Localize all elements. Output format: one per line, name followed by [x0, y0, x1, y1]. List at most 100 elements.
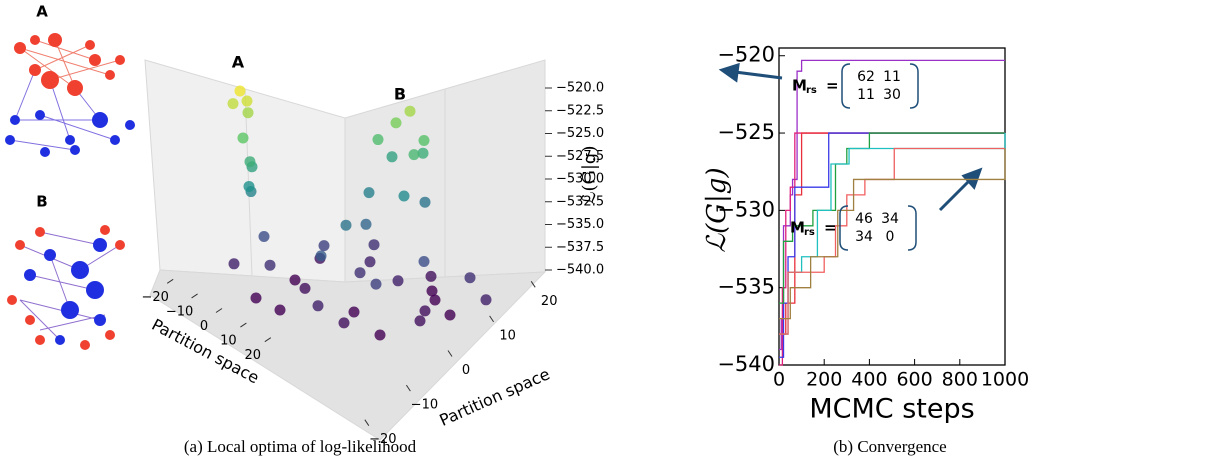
- matrix-entry: 62: [857, 69, 875, 85]
- annotation-label: M: [792, 77, 807, 95]
- scatter-point: [418, 135, 430, 146]
- x-tick-label: 400: [851, 369, 887, 391]
- scatter-point: [404, 105, 416, 117]
- x-tick-label: 0: [773, 369, 785, 391]
- x-axis-label: MCMC steps: [809, 394, 974, 425]
- x-tick: [240, 322, 247, 328]
- scatter-point: [398, 190, 410, 202]
- scatter-point: [372, 134, 384, 146]
- scatter-point: [318, 240, 330, 252]
- caption: (a) Local optima of log-likelihood: [184, 437, 417, 456]
- matrix-bracket: [841, 63, 919, 109]
- scatter-point: [340, 219, 352, 231]
- scatter-point: [480, 294, 492, 306]
- y-tick-label: −525: [717, 120, 775, 144]
- z-tick-label: −532.5: [556, 194, 604, 209]
- y-axis-label: Partition space: [437, 364, 553, 430]
- z-tick-label: −525.0: [556, 126, 604, 141]
- y-tick: [405, 384, 411, 392]
- scatter-point: [243, 180, 255, 192]
- scatter-point: [264, 259, 276, 271]
- z-tick-label: −535.0: [556, 217, 604, 232]
- x-tick: [264, 337, 272, 343]
- scatter-point: [370, 278, 382, 290]
- scatter-point: [444, 309, 456, 321]
- scatter-point: [408, 149, 420, 161]
- scatter-point: [338, 317, 350, 329]
- scatter-point: [363, 187, 375, 199]
- z-tick-label: −537.5: [556, 240, 604, 255]
- scatter-point: [250, 292, 262, 304]
- plot-frame: [778, 47, 1006, 366]
- scatter-point: [390, 117, 402, 129]
- scatter-point: [425, 270, 437, 282]
- scatter-point: [419, 196, 431, 208]
- matrix-bracket: [839, 205, 917, 251]
- scatter-point: [374, 329, 386, 341]
- z-tick-label: −527.5: [556, 149, 604, 164]
- matrix-entry: 46: [855, 211, 873, 227]
- scatter-point: [289, 274, 301, 286]
- matrix-entry: 11: [857, 87, 875, 103]
- x-tick-label: 20: [245, 348, 262, 363]
- scatter-point: [348, 306, 360, 318]
- scatter-point: [234, 85, 246, 97]
- diagram-label: B: [36, 193, 47, 211]
- x-tick-label: −20: [141, 290, 168, 305]
- scatter-point: [237, 132, 249, 144]
- scatter-point: [429, 294, 441, 306]
- annotation: B: [394, 85, 406, 104]
- scatter-point: [464, 272, 476, 284]
- y-tick-label: −10: [411, 398, 438, 413]
- series-line: [779, 148, 1006, 320]
- scatter-point: [299, 282, 311, 294]
- scatter-point: [418, 256, 430, 267]
- network-b: [7, 225, 125, 350]
- x-tick-label: 800: [942, 369, 978, 391]
- scatter-point: [414, 315, 426, 327]
- y-tick-label: 20: [541, 294, 558, 309]
- scatter-point: [241, 95, 253, 107]
- diagram-label: A: [36, 3, 48, 21]
- scatter-point: [312, 300, 324, 312]
- scatter-point: [426, 285, 438, 297]
- x-tick-label: 1000: [981, 369, 1029, 391]
- z-tick-label: −520.0: [556, 81, 604, 96]
- 3d-box: [144, 59, 547, 441]
- matrix-entry: 34: [881, 211, 899, 227]
- scatter-point: [227, 98, 239, 110]
- y-tick-label: −530: [717, 197, 775, 221]
- z-tick-label: −530.0: [556, 172, 604, 187]
- scatter-point: [258, 231, 270, 242]
- annotation-sign: =: [824, 219, 837, 237]
- y-tick-label: −535: [717, 275, 775, 299]
- x-tick-label: −10: [166, 304, 193, 319]
- matrix-entry: 0: [886, 229, 895, 245]
- y-tick: [489, 315, 495, 323]
- series-line: [779, 132, 1005, 358]
- z-tick-label: −522.5: [556, 103, 604, 118]
- scatter-point: [242, 107, 254, 119]
- y-tick-label: −520: [717, 43, 775, 67]
- series-line: [779, 59, 1005, 351]
- scatter-point: [392, 275, 404, 287]
- scatter-point: [354, 267, 366, 279]
- scatter-point: [315, 250, 327, 262]
- y-tick: [447, 350, 453, 357]
- annotation-sign: =: [826, 77, 839, 95]
- y-tick-label: −540: [717, 352, 775, 376]
- y-tick: [530, 281, 536, 288]
- caption: (b) Convergence: [833, 437, 946, 456]
- x-tick: [191, 293, 198, 299]
- matrix-entry: 30: [883, 87, 901, 103]
- annotation-label: M: [790, 219, 805, 237]
- y-tick-label: −20: [369, 432, 396, 447]
- z-axis-label: ℒ(G|g): [579, 146, 600, 205]
- annotation-subscript: rs: [806, 85, 817, 96]
- y-axis-label: ℒ(G|g): [702, 167, 732, 252]
- x-tick: [215, 308, 223, 313]
- scatter-point: [228, 258, 240, 270]
- scatter-point: [368, 239, 380, 251]
- x-tick-label: 200: [806, 369, 842, 391]
- series-line: [779, 132, 1005, 366]
